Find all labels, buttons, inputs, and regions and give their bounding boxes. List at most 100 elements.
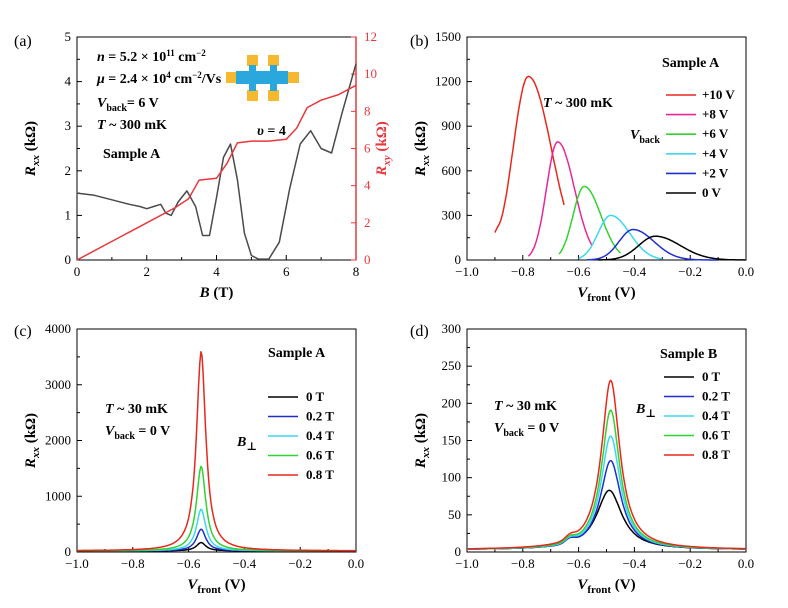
y-right-tick-label: 4 — [364, 178, 371, 193]
y-axis-label: Rxx (kΩ) — [23, 413, 42, 469]
x-tick-label: 8 — [353, 264, 360, 279]
x-tick-label: −0.4 — [623, 264, 647, 279]
x-axis-label: Vfront (V) — [577, 285, 635, 304]
hall-bar-arm — [270, 65, 277, 91]
contact-pad — [268, 55, 279, 66]
panel-b: −1.0 −0.8 −0.6 −0.4 −0.2 0.0 0 300 600 900 1200 150… — [410, 29, 754, 304]
x-tick-label: −1.0 — [455, 556, 479, 571]
y-tick-label: 250 — [442, 358, 462, 373]
x-tick-label: −0.2 — [678, 556, 702, 571]
x-axis-label: Vfront (V) — [187, 577, 245, 596]
series-0-t — [467, 489, 746, 550]
series-0-8-t — [466, 379, 746, 550]
y-right-tick-label: 0 — [364, 252, 371, 267]
y-tick-label: 300 — [442, 207, 462, 222]
series-r-xx — [76, 63, 357, 260]
series-r-xy — [76, 84, 357, 261]
y-right-tick-label: 12 — [364, 29, 377, 44]
y-tick-label: 50 — [448, 507, 461, 522]
legend-label: +4 V — [702, 146, 729, 161]
y-right-tick-label: 10 — [364, 66, 377, 81]
x-tick-label: −0.4 — [623, 556, 647, 571]
annotation-filling: υ = 4 — [257, 124, 286, 139]
x-tick-label: −0.8 — [511, 556, 535, 571]
y-axis-label: Rxx (kΩ) — [413, 121, 432, 177]
x-tick-label: −0.6 — [567, 556, 591, 571]
series-4-v — [578, 214, 663, 260]
panel-label: (c) — [14, 323, 32, 340]
legend-title: B⊥ — [236, 435, 257, 453]
y-right-axis-label: Rxy (kΩ) — [374, 121, 393, 177]
contact-pad — [226, 72, 237, 83]
legend-label: 0.2 T — [702, 389, 730, 404]
legend-label: 0.4 T — [702, 408, 730, 423]
y-tick-label: 0 — [65, 252, 72, 267]
annotation-vback: Vback= 6 V — [97, 96, 159, 114]
hall-bar-device-icon — [226, 55, 299, 101]
y-right-tick-label: 2 — [364, 215, 371, 230]
y-right-tick-label: 6 — [364, 141, 371, 156]
y-tick-label: 200 — [442, 395, 462, 410]
annotation-vback: Vback = 0 V — [105, 424, 170, 442]
x-tick-label: −0.6 — [567, 264, 591, 279]
legend-title: Vback — [630, 128, 660, 146]
hall-bar-body — [236, 71, 288, 84]
y-tick-label: 1200 — [435, 74, 461, 89]
annotation-temperature: T ~ 300 mK — [543, 96, 613, 111]
legend-label: 0.8 T — [702, 447, 730, 462]
annotation-sample: Sample A — [662, 56, 720, 71]
y-tick-label: 300 — [442, 321, 462, 336]
x-tick-label: −0.6 — [177, 556, 201, 571]
y-tick-label: 0 — [65, 544, 72, 559]
legend-label: +6 V — [702, 126, 729, 141]
panel-label: (b) — [410, 33, 429, 50]
legend-title: B⊥ — [635, 402, 656, 420]
series-0-8-t — [77, 351, 356, 552]
legend-label: +8 V — [702, 107, 729, 122]
x-tick-label: −0.8 — [121, 556, 145, 571]
annotation-temperature: T ~ 300 mK — [97, 118, 167, 133]
x-tick-label: −1.0 — [65, 556, 89, 571]
x-tick-label: 0.0 — [348, 556, 364, 571]
annotation-sample: Sample B — [660, 347, 717, 362]
annotation-sample: Sample A — [103, 147, 161, 162]
y-tick-label: 2 — [65, 163, 72, 178]
y-tick-label: 4 — [65, 74, 72, 89]
contact-pad — [247, 55, 258, 66]
legend-label: +10 V — [702, 87, 735, 102]
x-tick-label: 4 — [213, 264, 220, 279]
y-axis-label: Rxx (kΩ) — [413, 413, 432, 469]
annotation-vback: Vback = 0 V — [494, 421, 559, 439]
x-tick-label: 0.0 — [738, 556, 754, 571]
x-tick-label: −0.2 — [288, 556, 312, 571]
panel-label: (d) — [410, 323, 429, 340]
contact-pad — [247, 90, 258, 101]
y-tick-label: 1000 — [45, 488, 71, 503]
annotation-temperature: T ~ 30 mK — [494, 399, 557, 414]
annotation-sample: Sample A — [268, 346, 326, 361]
y-right-tick-label: 8 — [364, 103, 371, 118]
legend-label: 0.6 T — [702, 428, 730, 443]
y-tick-label: 5 — [65, 29, 72, 44]
panel-d: −1.0 −0.8 −0.6 −0.4 −0.2 0.0 0 50 100 150 200 250 30… — [410, 321, 754, 596]
legend-label: 0.6 T — [306, 448, 334, 463]
contact-pad — [268, 90, 279, 101]
annotation-mobility: μ = 2.4 × 104 cm−2/Vs — [96, 70, 222, 87]
annotation-temperature: T ~ 30 mK — [105, 402, 168, 417]
y-tick-label: 1500 — [435, 29, 461, 44]
series-0-2-t — [467, 459, 746, 550]
y-tick-label: 100 — [442, 470, 462, 485]
y-tick-label: 1 — [65, 207, 72, 222]
y-tick-label: 3000 — [45, 377, 71, 392]
y-tick-label: 0 — [455, 544, 462, 559]
y-tick-label: 2000 — [45, 433, 71, 448]
x-tick-label: −0.2 — [678, 264, 702, 279]
panel-label: (a) — [14, 33, 32, 50]
y-tick-label: 150 — [442, 433, 462, 448]
hall-bar-arm — [249, 65, 256, 91]
legend-label: +2 V — [702, 165, 729, 180]
y-tick-label: 600 — [442, 163, 462, 178]
legend-label: 0 V — [702, 185, 722, 200]
legend-label: 0.4 T — [306, 428, 334, 443]
